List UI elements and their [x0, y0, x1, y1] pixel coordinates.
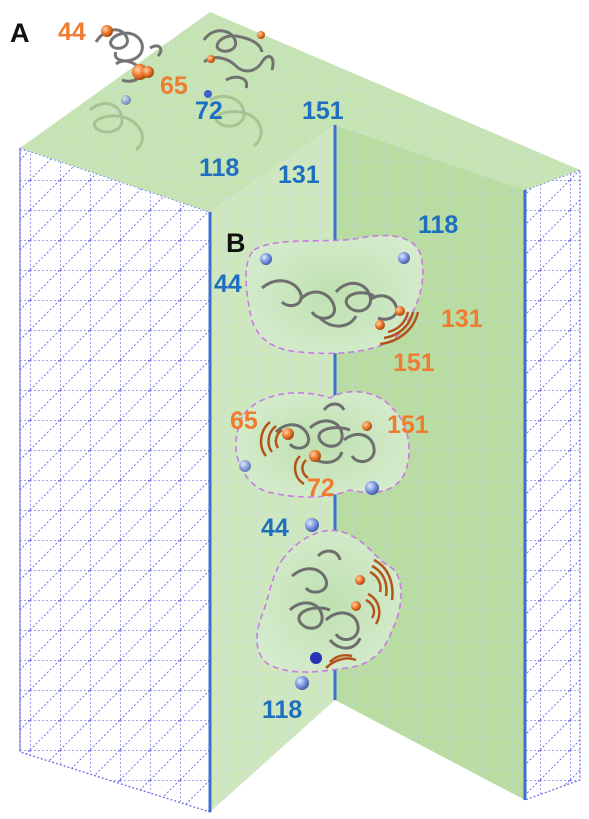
blue-residue-sphere-icon	[121, 95, 131, 105]
state-blob-3	[256, 518, 402, 690]
state-blob-1	[245, 234, 424, 355]
state1-residue-151: 151	[393, 349, 435, 377]
panel-a-residue-72: 72	[195, 97, 223, 125]
blue-residue-sphere-icon	[398, 252, 410, 264]
state1-residue-44: 44	[214, 270, 242, 298]
blue-residue-sphere-icon	[204, 90, 212, 98]
orange-residue-sphere-icon	[375, 320, 385, 330]
panel-a-residue-118: 118	[199, 154, 240, 182]
right-grid-block	[524, 169, 581, 801]
orange-residue-sphere-icon	[142, 66, 154, 78]
protein-cartoon-icon	[202, 29, 275, 89]
top-face	[20, 12, 580, 212]
state1-residue-118: 118	[418, 211, 459, 239]
state1-residue-131: 131	[441, 305, 483, 333]
state2-residue-72: 72	[307, 474, 335, 502]
state2-residue-65: 65	[230, 407, 258, 435]
orange-residue-sphere-icon	[395, 306, 405, 316]
orange-residue-sphere-icon	[362, 421, 372, 431]
blue-residue-sphere-icon	[239, 460, 251, 472]
state3-residue-44: 44	[261, 514, 289, 542]
blue-residue-sphere-icon	[305, 518, 319, 532]
blue-residue-sphere-icon	[260, 253, 272, 265]
orange-residue-sphere-icon	[257, 31, 265, 39]
panel-b-label: B	[226, 228, 246, 258]
orange-residue-sphere-icon	[207, 55, 215, 63]
state-blob-2	[235, 390, 410, 498]
state3-residue-118: 118	[262, 696, 303, 724]
orange-residue-sphere-icon	[282, 428, 294, 440]
orange-residue-sphere-icon	[355, 575, 365, 585]
panel-a-residue-65: 65	[160, 72, 188, 100]
blue-residue-sphere-icon	[365, 481, 379, 495]
blue-residue-sphere-icon	[310, 652, 322, 664]
panel-a-residue-44: 44	[58, 18, 86, 46]
faded-protein-cartoon-icon	[89, 95, 263, 152]
panel-a-label: A	[10, 18, 30, 48]
orange-residue-sphere-icon	[101, 25, 113, 37]
motion-arc-icon	[259, 421, 309, 486]
orange-residue-sphere-icon	[351, 601, 361, 611]
state2-residue-151: 151	[387, 411, 429, 439]
motion-arc-icon	[325, 558, 394, 669]
panel-a-proteins	[89, 25, 275, 152]
orange-residue-sphere-icon	[309, 450, 321, 462]
left-grid-block	[19, 147, 211, 813]
panel-a-residue-131: 131	[278, 161, 320, 189]
blue-residue-sphere-icon	[295, 676, 309, 690]
panel-a-residue-151: 151	[302, 97, 344, 125]
motion-arc-icon	[379, 311, 420, 346]
